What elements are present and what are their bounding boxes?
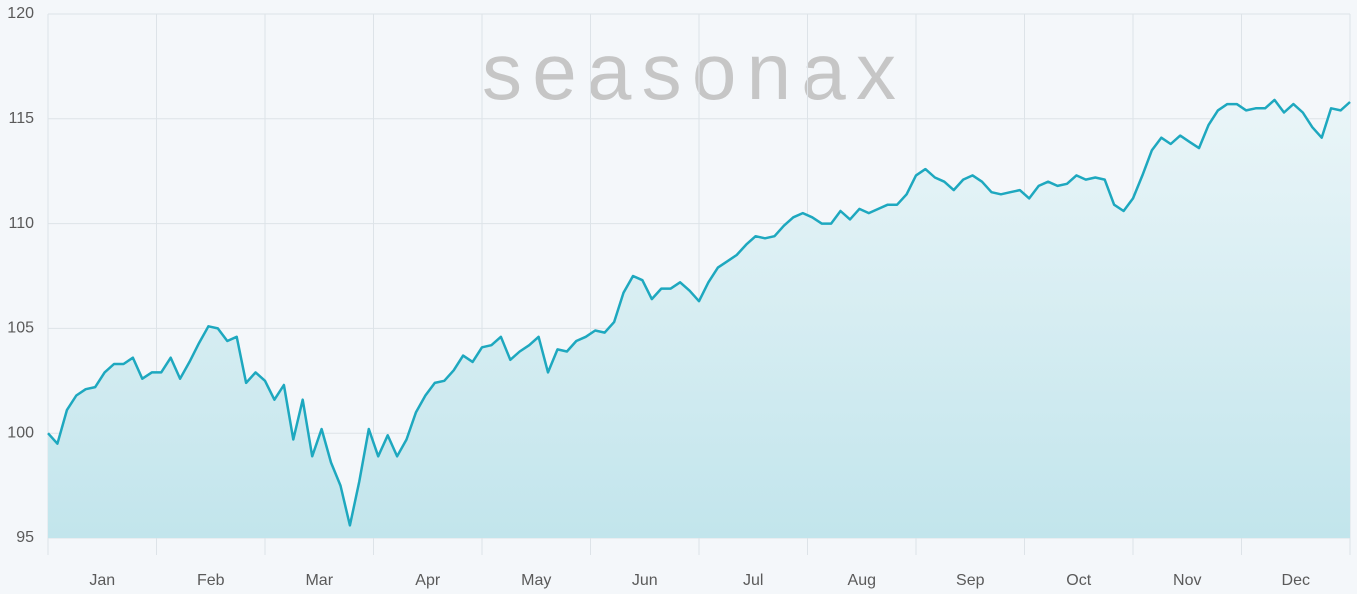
y-tick-label: 115 bbox=[8, 110, 34, 127]
x-tick-label: May bbox=[521, 572, 551, 589]
x-tick-label: Mar bbox=[305, 572, 333, 589]
y-tick-label: 110 bbox=[8, 215, 34, 232]
x-tick-label: Aug bbox=[848, 572, 876, 589]
x-tick-label: Dec bbox=[1282, 572, 1310, 589]
line bbox=[47, 98, 1351, 527]
y-tick-label: 120 bbox=[7, 5, 34, 22]
x-tick-label: Jul bbox=[743, 572, 763, 589]
x-tick-label: Apr bbox=[415, 572, 441, 589]
x-tick-label: Sep bbox=[956, 572, 985, 589]
y-tick-label: 100 bbox=[7, 424, 34, 441]
watermark: seasonax bbox=[482, 27, 902, 116]
area-fill bbox=[48, 99, 1350, 539]
x-tick-label: Feb bbox=[197, 572, 225, 589]
x-tick-label: Jun bbox=[632, 572, 658, 589]
x-tick-label: Nov bbox=[1173, 572, 1201, 589]
x-tick-label: Jan bbox=[89, 572, 115, 589]
y-tick-label: 105 bbox=[7, 320, 34, 337]
y-tick-label: 95 bbox=[16, 529, 34, 546]
x-tick-label: Oct bbox=[1066, 572, 1091, 589]
